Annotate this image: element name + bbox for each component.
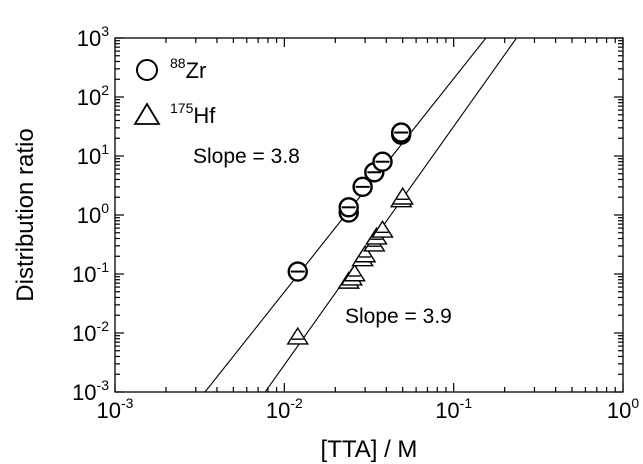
x-tick-label: 10-1 <box>435 395 472 423</box>
data-point-zr <box>338 197 359 218</box>
legend-circle-marker <box>136 59 158 81</box>
y-tick-label: 10-1 <box>72 259 109 287</box>
y-tick-label: 10-2 <box>72 318 109 346</box>
x-axis-label: [TTA] / M <box>321 436 418 463</box>
axis-ticks <box>114 37 624 393</box>
fit-line-hf <box>264 38 517 392</box>
legend-label-zr: 88Zr <box>170 55 206 83</box>
data-point-zr <box>372 151 393 172</box>
data-points <box>286 122 414 345</box>
data-point-zr <box>391 122 412 143</box>
data-point-hf <box>371 220 394 238</box>
x-tick-label: 10-2 <box>266 395 303 423</box>
x-tick-labels: 10-3 10-2 10-1 100 <box>97 395 640 423</box>
y-tick-label: 102 <box>77 82 109 110</box>
fit-lines <box>204 38 517 392</box>
plot-frame <box>114 37 624 393</box>
data-point-hf <box>391 186 414 205</box>
y-tick-label: 100 <box>77 200 109 228</box>
data-point-zr <box>352 176 373 198</box>
y-tick-label: 101 <box>77 141 109 169</box>
x-tick-label: 10-3 <box>97 395 134 423</box>
data-point-hf <box>343 263 366 282</box>
y-tick-label: 103 <box>77 23 109 51</box>
y-axis-label: Distribution ratio <box>12 128 39 301</box>
legend: 88Zr 175Hf <box>133 55 216 128</box>
data-point-zr <box>287 261 308 282</box>
data-point-hf <box>286 326 310 345</box>
slope-annotation-hf: Slope = 3.9 <box>345 305 452 328</box>
legend-triangle-marker <box>133 102 161 125</box>
slope-annotation-zr: Slope = 3.8 <box>193 145 300 168</box>
x-tick-label: 100 <box>607 395 639 423</box>
data-point-hf <box>353 244 377 263</box>
legend-label-hf: 175Hf <box>170 100 216 128</box>
annotations: Slope = 3.8 Slope = 3.9 <box>193 145 452 328</box>
